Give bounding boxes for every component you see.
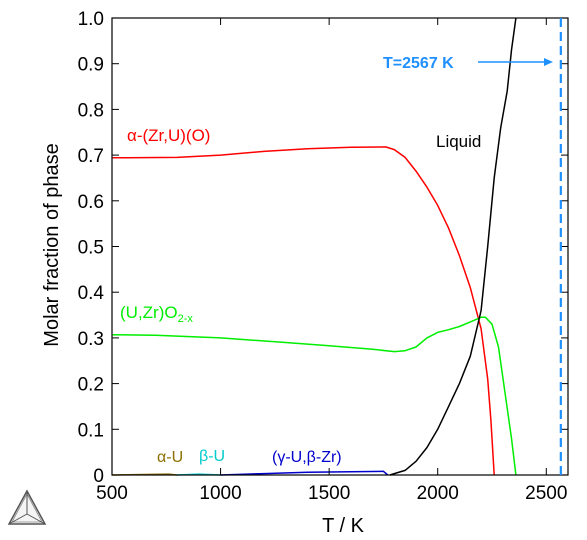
t-annotation-arrow <box>478 58 553 66</box>
x-tick-label: 2500 <box>525 483 567 504</box>
plot-lines <box>111 17 517 476</box>
plot-frame <box>111 17 569 476</box>
triangle-logo-icon <box>7 489 47 525</box>
series-label-beta-u: β-U <box>199 448 225 465</box>
axis-frame <box>111 17 569 476</box>
series-label-uzr-o2x: (U,Zr)O2-x <box>120 303 193 325</box>
x-tick-label: 1000 <box>199 483 241 504</box>
y-tick-label: 0.4 <box>78 283 105 304</box>
series-label-alpha-zr: α-(Zr,U)(O) <box>127 126 210 145</box>
y-tick-label: 0.1 <box>78 420 104 441</box>
ticks: 500 1000 1500 2000 2500 0 0.1 0.2 0.3 0.4 0.5 0.6 0.… <box>78 9 568 504</box>
y-tick-label: 0.6 <box>78 192 104 213</box>
y-tick-label: 0.2 <box>78 375 104 396</box>
t-annotation-label: T=2567 K <box>383 55 454 72</box>
series-label-alpha-u: α-U <box>157 449 183 466</box>
y-tick-label: 0.9 <box>78 55 104 76</box>
series-label-liquid: Liquid <box>436 132 481 151</box>
y-tick-label: 0.3 <box>78 329 104 350</box>
y-tick-label: 1.0 <box>78 9 104 30</box>
y-tick-label: 0 <box>93 466 104 487</box>
x-tick-label: 2000 <box>417 483 459 504</box>
x-tick-label: 1500 <box>308 483 350 504</box>
y-axis-label: Molar fraction of phase <box>41 143 63 346</box>
x-axis-label: T / K <box>322 515 365 537</box>
series-line-2 <box>389 17 517 476</box>
x-tick-label: 500 <box>96 483 128 504</box>
y-tick-label: 0.8 <box>78 100 104 121</box>
y-tick-label: 0.5 <box>78 238 104 259</box>
series-label-gamma-u: (γ-U,β-Zr) <box>272 449 342 466</box>
y-tick-label: 0.7 <box>78 146 104 167</box>
series-line-0 <box>111 146 495 476</box>
series-line-1 <box>111 316 517 476</box>
